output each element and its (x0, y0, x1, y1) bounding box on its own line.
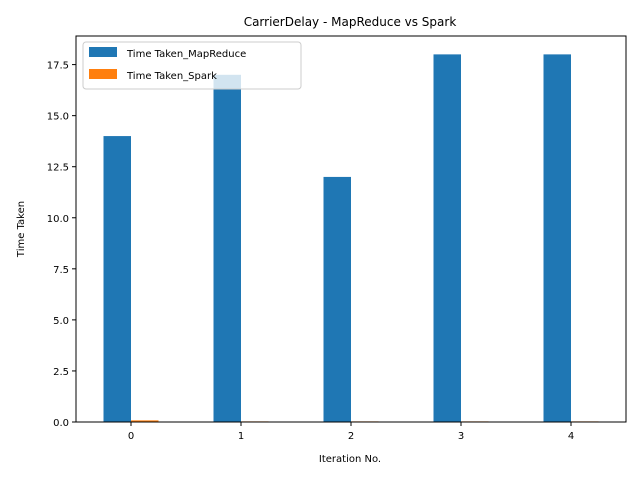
legend-swatch-spark (89, 69, 117, 79)
y-tick-label: 5.0 (53, 316, 69, 327)
bars-layer (103, 54, 599, 423)
bar-spark-0 (131, 420, 159, 422)
x-tick-label: 1 (238, 431, 244, 442)
x-axis-ticks: 0 1 2 3 4 (128, 422, 574, 442)
x-tick-label: 2 (348, 431, 354, 442)
x-axis-label: Iteration No. (319, 454, 381, 465)
bar-mapreduce-3 (433, 54, 461, 422)
legend-label-spark: Time Taken_Spark (126, 71, 217, 82)
legend-box (82, 41, 302, 90)
y-axis-ticks: 0.0 2.5 5.0 7.5 10.0 12.5 15.0 17.5 (47, 61, 76, 429)
bar-mapreduce-2 (323, 176, 351, 422)
legend-label-mapreduce: Time Taken_MapReduce (126, 49, 246, 60)
y-tick-label: 12.5 (47, 163, 69, 174)
y-tick-label: 15.0 (47, 112, 69, 123)
y-tick-label: 0.0 (53, 418, 69, 429)
legend-swatch-mapreduce (89, 47, 117, 57)
y-tick-label: 10.0 (47, 214, 69, 225)
bar-mapreduce-0 (103, 136, 131, 422)
x-tick-label: 4 (568, 431, 574, 442)
bar-mapreduce-4 (543, 54, 571, 422)
legend: Time Taken_MapReduce Time Taken_Spark (82, 41, 302, 90)
y-tick-label: 7.5 (53, 265, 69, 276)
y-tick-label: 17.5 (47, 61, 69, 72)
bar-mapreduce-1 (213, 74, 241, 422)
y-axis-label: Time Taken (16, 201, 27, 258)
x-tick-label: 3 (458, 431, 464, 442)
chart-title: CarrierDelay - MapReduce vs Spark (244, 15, 457, 29)
x-tick-label: 0 (128, 431, 134, 442)
y-tick-label: 2.5 (53, 367, 69, 378)
